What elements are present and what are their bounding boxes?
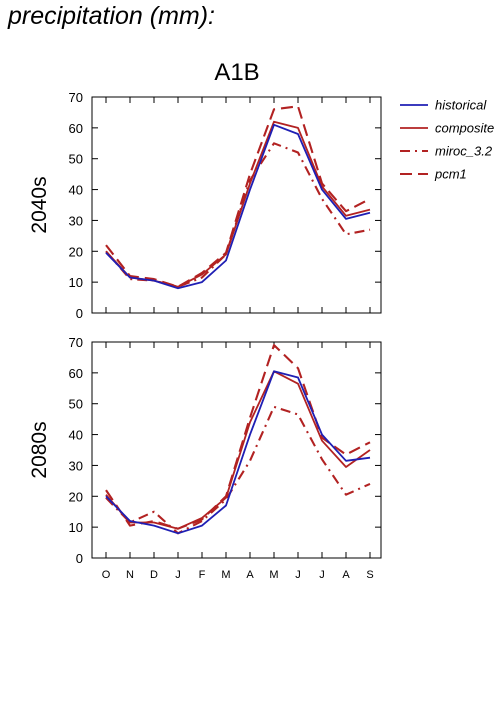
y-tick-label: 60	[69, 366, 83, 381]
x-tick-label: O	[102, 569, 111, 581]
panel-2080s: 0 10 20 30 40 50 60 70 O N D J F M A M J J A S 2080s	[28, 335, 382, 581]
x-tick-label: F	[199, 569, 206, 581]
legend-label-miroc_3.2: miroc_3.2	[435, 144, 493, 159]
series-line-historical	[105, 370, 371, 535]
y-tick-label: 50	[69, 397, 83, 412]
y-tick-label: 20	[69, 489, 83, 504]
y-tick-label: 30	[69, 458, 83, 473]
y-tick-label: 40	[69, 183, 83, 198]
series-line-pcm1	[105, 105, 371, 288]
legend: historical composite miroc_3.2 pcm1	[400, 98, 494, 182]
x-tick-label: M	[221, 569, 230, 581]
y-tick-label: 30	[69, 213, 83, 228]
panel-2040s: 0 10 20 30 40 50 60 70 2040s	[28, 90, 382, 321]
series-line-pcm1	[105, 344, 371, 530]
y-tick-label: 0	[76, 306, 83, 321]
x-tick-label: D	[150, 569, 158, 581]
x-tick-label: J	[175, 569, 181, 581]
legend-label-composite: composite	[435, 121, 494, 136]
x-tick-label: A	[342, 569, 350, 581]
y-tick-label: 10	[69, 275, 83, 290]
x-tick-label: A	[246, 569, 254, 581]
y-tick-label: 0	[76, 551, 83, 566]
page-title: precipitation (mm):	[8, 2, 215, 30]
x-tick-label: J	[319, 569, 325, 581]
legend-label-historical: historical	[435, 98, 487, 113]
x-tick-label: J	[295, 569, 301, 581]
x-tick-label: N	[126, 569, 134, 581]
x-tick-label: S	[366, 569, 373, 581]
series-line-miroc_3.2	[105, 142, 371, 288]
x-tick-label: M	[269, 569, 278, 581]
plot-frame	[91, 96, 382, 314]
legend-label-pcm1: pcm1	[434, 167, 467, 182]
panel-label: 2080s	[28, 421, 51, 478]
series-line-composite	[105, 120, 371, 288]
series-line-historical	[105, 123, 371, 290]
y-tick-label: 20	[69, 244, 83, 259]
y-tick-label: 40	[69, 428, 83, 443]
panel-label: 2040s	[28, 176, 51, 233]
y-tick-label: 10	[69, 520, 83, 535]
chart-title: A1B	[214, 59, 259, 86]
series-line-composite	[105, 370, 371, 530]
y-tick-label: 50	[69, 152, 83, 167]
y-tick-label: 70	[69, 335, 83, 350]
plot-frame	[91, 341, 382, 559]
y-tick-label: 60	[69, 121, 83, 136]
y-tick-label: 70	[69, 90, 83, 105]
